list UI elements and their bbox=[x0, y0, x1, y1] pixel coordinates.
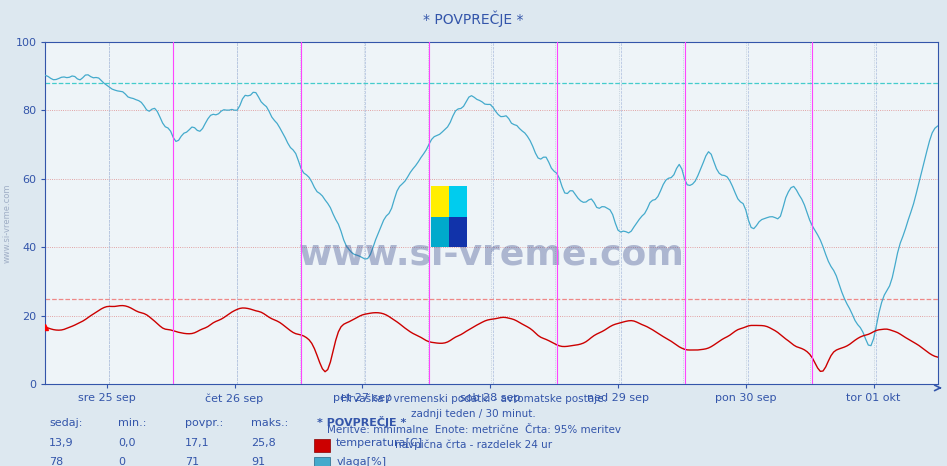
Text: * POVPREČJE *: * POVPREČJE * bbox=[423, 10, 524, 27]
Text: 17,1: 17,1 bbox=[185, 438, 209, 448]
Text: navpična črta - razdelek 24 ur: navpična črta - razdelek 24 ur bbox=[395, 440, 552, 451]
Text: 78: 78 bbox=[49, 457, 63, 466]
Text: povpr.:: povpr.: bbox=[185, 418, 223, 428]
Text: Hrvaška / vremenski podatki - avtomatske postaje.: Hrvaška / vremenski podatki - avtomatske… bbox=[341, 394, 606, 404]
Text: www.si-vreme.com: www.si-vreme.com bbox=[298, 237, 685, 271]
Text: sedaj:: sedaj: bbox=[49, 418, 82, 428]
Text: 25,8: 25,8 bbox=[251, 438, 276, 448]
Text: 13,9: 13,9 bbox=[49, 438, 74, 448]
Text: 0,0: 0,0 bbox=[118, 438, 135, 448]
Text: min.:: min.: bbox=[118, 418, 147, 428]
Text: vlaga[%]: vlaga[%] bbox=[336, 457, 386, 466]
Text: maks.:: maks.: bbox=[251, 418, 288, 428]
Text: temperatura[C]: temperatura[C] bbox=[336, 438, 423, 448]
Text: 0: 0 bbox=[118, 457, 125, 466]
Text: 71: 71 bbox=[185, 457, 199, 466]
Text: * POVPREČJE *: * POVPREČJE * bbox=[317, 417, 406, 428]
Text: 91: 91 bbox=[251, 457, 265, 466]
Text: www.si-vreme.com: www.si-vreme.com bbox=[3, 184, 12, 263]
Text: zadnji teden / 30 minut.: zadnji teden / 30 minut. bbox=[411, 409, 536, 419]
Text: Meritve: minimalne  Enote: metrične  Črta: 95% meritev: Meritve: minimalne Enote: metrične Črta:… bbox=[327, 425, 620, 434]
